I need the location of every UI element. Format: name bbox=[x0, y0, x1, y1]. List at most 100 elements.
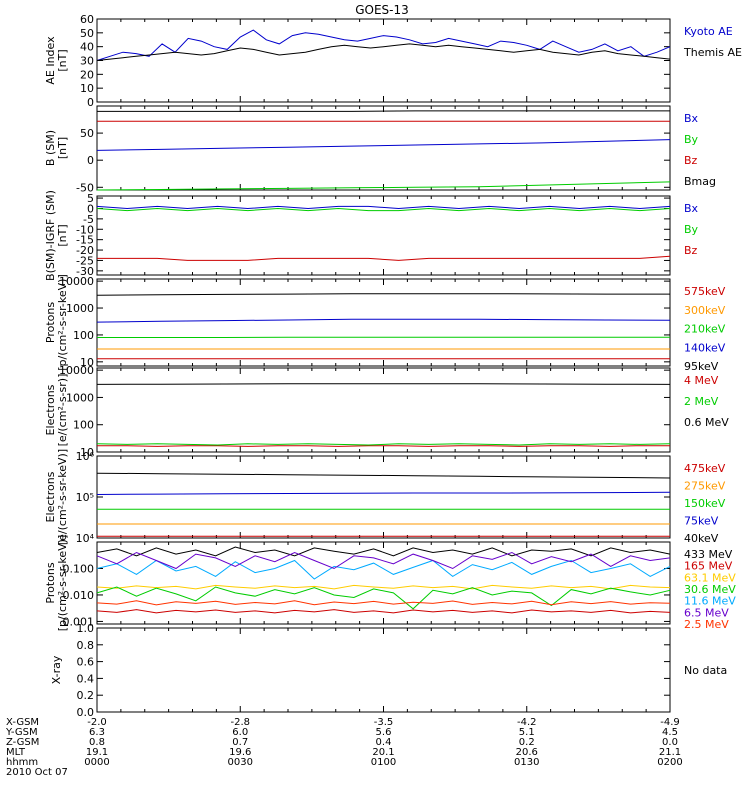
y-tick-label: 0 bbox=[87, 202, 94, 215]
series-line-433-mev bbox=[96, 546, 671, 557]
x-axis-value: 4.5 bbox=[662, 727, 678, 738]
y-axis-label: [nT] bbox=[56, 49, 69, 71]
series-line-bx bbox=[96, 205, 671, 210]
x-axis-value: 0.8 bbox=[89, 737, 105, 748]
legend-entry: 575keV bbox=[684, 285, 726, 298]
x-axis-value: 0000 bbox=[84, 757, 109, 768]
series-line-2-mev bbox=[96, 443, 671, 446]
y-tick-label: 1000 bbox=[66, 302, 94, 315]
panel-frame bbox=[96, 367, 671, 453]
legend-entry: 210keV bbox=[684, 323, 726, 336]
y-tick-label: -25 bbox=[76, 254, 94, 267]
x-axis-value: 5.6 bbox=[376, 727, 392, 738]
y-tick-label: -15 bbox=[76, 234, 94, 247]
x-axis-value: 0030 bbox=[228, 757, 253, 768]
legend-entry: Kyoto AE bbox=[684, 25, 733, 38]
x-axis-row-label: Z-GSM bbox=[6, 737, 39, 748]
series-line-by bbox=[96, 207, 671, 212]
y-tick-label: 40 bbox=[80, 41, 94, 54]
x-axis-value: -2.8 bbox=[230, 717, 250, 728]
legend-entry: Bx bbox=[684, 112, 699, 125]
y-axis-label: [p/(cm²-s-sr-keV)] bbox=[56, 535, 69, 632]
x-axis-value: 20.1 bbox=[372, 747, 394, 758]
legend-entry: By bbox=[684, 133, 699, 146]
legend-entry: By bbox=[684, 223, 699, 236]
y-tick-label: 50 bbox=[80, 127, 94, 140]
series-line-bz bbox=[97, 255, 671, 261]
series-line-by bbox=[96, 181, 671, 191]
x-axis-value: 5.1 bbox=[519, 727, 535, 738]
panel-6: 10⁴ 10⁵ 10⁶ Electrons [e/(cm²-s-sr-keV)] 475k… bbox=[44, 449, 726, 545]
series-line-40kev bbox=[96, 472, 671, 479]
y-tick-label: 10⁵ bbox=[76, 491, 94, 504]
series-line-30.6-mev bbox=[96, 586, 671, 610]
legend-entry: 433 MeV bbox=[684, 548, 733, 561]
series-line-140kev bbox=[96, 318, 671, 323]
legend-entry: 95keV bbox=[684, 360, 719, 373]
y-tick-label: 0 bbox=[87, 154, 94, 167]
series-line-4-mev bbox=[97, 445, 670, 447]
y-tick-label: -50 bbox=[76, 181, 94, 194]
series-line-2.5-mev bbox=[96, 600, 671, 606]
legend-entry: 150keV bbox=[684, 497, 726, 510]
series-line-kyoto-ae bbox=[96, 29, 671, 61]
legend-entry: 300keV bbox=[684, 304, 726, 317]
y-tick-label: -5 bbox=[83, 213, 94, 226]
x-axis-table: X-GSM -2.0 -2.8 -3.5 -4.2 -4.9 Y-GSM 6.3 6.0 5.6 5… bbox=[5, 717, 683, 778]
y-axis-label: Electrons bbox=[44, 384, 57, 435]
x-axis-value: 0.4 bbox=[376, 737, 392, 748]
y-tick-label: 0.001 bbox=[63, 615, 95, 628]
panel-frame bbox=[96, 278, 671, 367]
series-line-bmag bbox=[97, 110, 670, 112]
y-axis-label: Protons bbox=[44, 302, 57, 343]
legend-entry: 4 MeV bbox=[684, 374, 719, 387]
panel-frame bbox=[96, 18, 671, 103]
legend-entry: 11.6 MeV bbox=[684, 595, 736, 608]
legend-entry: 140keV bbox=[684, 341, 726, 354]
y-tick-label: 0.4 bbox=[77, 672, 95, 685]
x-axis-value: 6.0 bbox=[232, 727, 248, 738]
x-axis-value: 19.1 bbox=[86, 747, 108, 758]
y-tick-label: 100 bbox=[73, 329, 94, 342]
x-axis-row-label: X-GSM bbox=[6, 717, 39, 728]
panel-3: -30-25-20-15-10-505 B(SM)-IGRF (SM) [nT] Bx… bbox=[44, 190, 699, 281]
legend-entry: 2.5 MeV bbox=[684, 618, 729, 631]
y-tick-label: 10 bbox=[80, 356, 94, 369]
legend-entry: 6.5 MeV bbox=[684, 606, 729, 619]
y-tick-label: -20 bbox=[76, 244, 94, 257]
y-tick-label: 0.0 bbox=[77, 706, 95, 719]
y-axis-label: [nT] bbox=[56, 137, 69, 159]
y-tick-label: 0.6 bbox=[77, 656, 95, 669]
y-tick-label: 10000 bbox=[59, 364, 94, 377]
y-axis-label: [p/(cm²-s-sr-keV)] bbox=[56, 274, 69, 371]
legend-entry: 40keV bbox=[684, 532, 719, 545]
y-tick-label: 60 bbox=[80, 13, 94, 26]
y-tick-label: 0.2 bbox=[77, 689, 95, 702]
x-axis-date: 2010 Oct 07 bbox=[6, 767, 68, 778]
legend-entry: 475keV bbox=[684, 462, 726, 475]
x-axis-value: 6.3 bbox=[89, 727, 105, 738]
y-tick-label: -10 bbox=[76, 223, 94, 236]
y-tick-label: 0.8 bbox=[77, 639, 95, 652]
y-tick-label: 10000 bbox=[59, 275, 94, 288]
no-data-label: No data bbox=[684, 664, 727, 677]
legend-entry: 275keV bbox=[684, 480, 726, 493]
legend-entry: Bx bbox=[684, 202, 699, 215]
y-axis-label: Protons bbox=[44, 562, 57, 603]
legend-entry: Bz bbox=[684, 154, 698, 167]
series-line-63.1-mev bbox=[96, 584, 671, 590]
series-line-bx bbox=[96, 139, 671, 151]
panel-frame bbox=[96, 455, 671, 539]
y-axis-label: X-ray bbox=[50, 655, 63, 684]
x-axis-value: 0.7 bbox=[232, 737, 248, 748]
y-tick-label: 50 bbox=[80, 27, 94, 40]
x-axis-value: 0200 bbox=[657, 757, 682, 768]
y-tick-label: 0 bbox=[87, 96, 94, 109]
panel-8: 0.0 0.2 0.4 0.6 0.8 1.0 X-ray No data bbox=[50, 622, 727, 719]
y-axis-label: B(SM)-IGRF (SM) bbox=[44, 190, 57, 281]
y-axis-label: [e/(cm²-s-sr-keV)] bbox=[56, 449, 69, 545]
series-line-0.6-mev bbox=[96, 383, 671, 385]
y-axis-label: [e/(cm²-s-sr)] bbox=[56, 374, 69, 447]
